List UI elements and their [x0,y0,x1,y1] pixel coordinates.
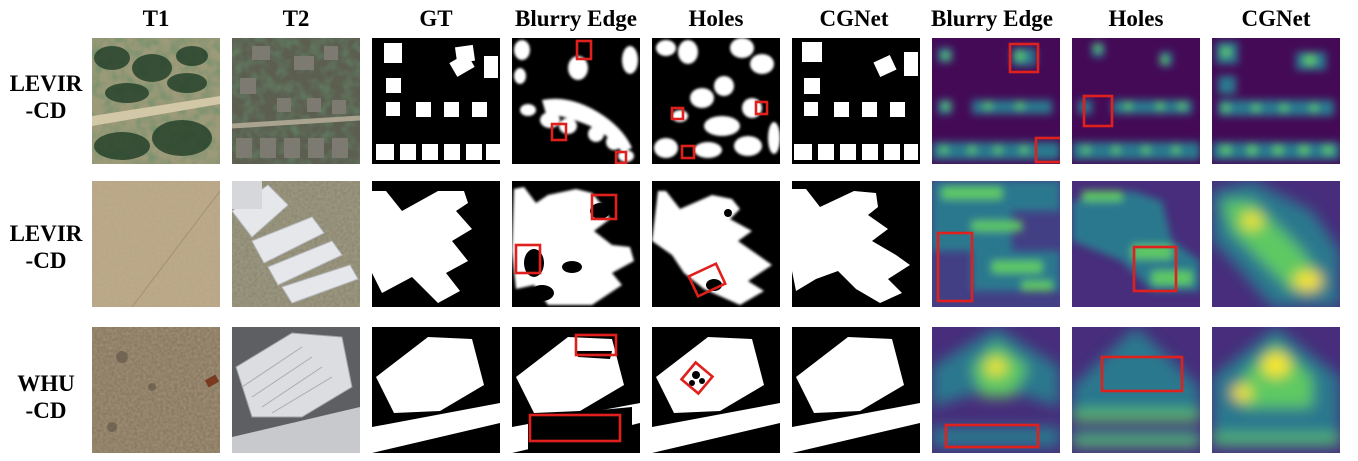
mask-r3-gt [372,327,500,453]
mask-r2-holes [652,181,780,307]
mask-r1-holes [652,38,780,164]
heatmap-r2-cgnet [1212,181,1340,307]
mask-r1-gt [372,38,500,164]
image-r3-t1 [92,327,220,453]
image-r2-t1 [92,181,220,307]
column-header-cgnet-mask: CGNet [819,6,889,31]
mask-r2-blurry-edge [512,181,640,307]
row-label-3-line2: -CD [25,398,67,423]
mask-r3-blurry-edge [512,327,640,453]
image-r1-t2 [232,38,360,164]
column-header-holes-mask: Holes [688,6,744,31]
column-header-holes-heatmap: Holes [1108,6,1164,31]
column-header-t2: T2 [282,6,310,31]
heatmap-r2-holes [1072,181,1200,307]
column-header-blurry-edge-heatmap: Blurry Edge [930,6,1054,31]
heatmap-r3-blurry-edge [932,327,1060,453]
image-r3-t2 [232,327,360,453]
heatmap-r3-cgnet [1212,327,1340,453]
column-header-gt: GT [419,6,453,31]
image-r2-t2 [232,181,360,307]
row-label-3-line1: WHU [17,371,75,396]
row-label-2: LEVIR -CD [0,220,92,274]
mask-r3-holes [652,327,780,453]
heatmap-r1-blurry-edge [932,38,1060,164]
mask-r1-cgnet [792,38,920,164]
row-label-3: WHU -CD [0,370,92,424]
heatmap-r1-holes [1072,38,1200,164]
heatmap-r2-blurry-edge [932,181,1060,307]
column-header-t1: T1 [142,6,170,31]
column-header-blurry-edge-mask: Blurry Edge [514,6,638,31]
mask-r1-blurry-edge [512,38,640,164]
row-label-1-line1: LEVIR [9,71,83,96]
row-label-1-line2: -CD [25,98,67,123]
mask-r3-cgnet [792,327,920,453]
row-label-1: LEVIR -CD [0,70,92,124]
mask-r2-gt [372,181,500,307]
mask-r2-cgnet [792,181,920,307]
row-label-2-line1: LEVIR [9,221,83,246]
row-label-2-line2: -CD [25,248,67,273]
heatmap-r1-cgnet [1212,38,1340,164]
heatmap-r3-holes [1072,327,1200,453]
image-r1-t1 [92,38,220,164]
column-header-cgnet-heatmap: CGNet [1241,6,1311,31]
